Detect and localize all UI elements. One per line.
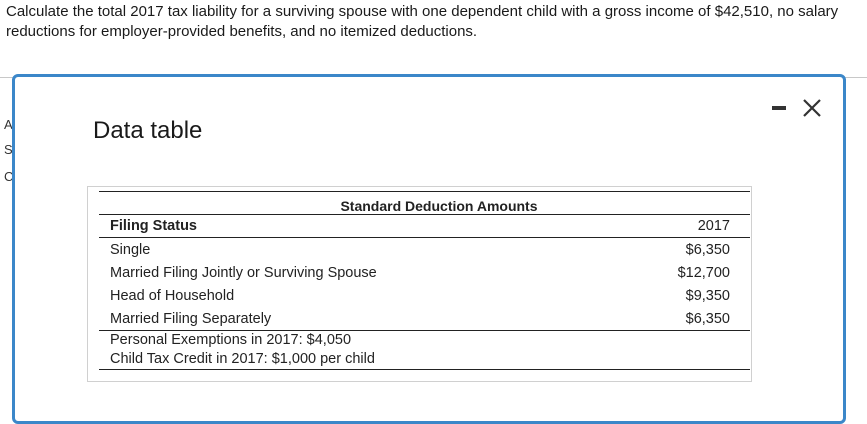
background-text-a: A — [4, 117, 13, 132]
table-bottom-rule — [99, 369, 750, 370]
minimize-icon — [772, 106, 786, 110]
footnote-child-credit: Child Tax Credit in 2017: $1,000 per chi… — [110, 351, 375, 367]
row-value: $6,350 — [685, 241, 730, 258]
background-text-c: C — [4, 169, 14, 184]
table-caption: Standard Deduction Amounts — [340, 198, 538, 214]
table-row: Married Filing Separately $6,350 — [99, 307, 750, 330]
background-text-s: S — [4, 142, 13, 157]
standard-deduction-table: Standard Deduction Amounts Filing Status… — [99, 191, 750, 370]
table-row: Head of Household $9,350 — [99, 284, 750, 307]
row-label: Married Filing Separately — [110, 310, 272, 327]
modal-controls — [771, 97, 823, 119]
row-label: Head of Household — [110, 287, 235, 304]
caption-rule — [99, 214, 750, 215]
question-text: Calculate the total 2017 tax liability f… — [6, 3, 839, 40]
body-rule — [99, 330, 750, 331]
row-value: $6,350 — [685, 310, 730, 327]
minimize-button[interactable] — [771, 99, 787, 117]
table-row: Married Filing Jointly or Surviving Spou… — [99, 261, 750, 284]
header-filing-status: Filing Status — [110, 218, 197, 234]
footnote-exemptions: Personal Exemptions in 2017: $4,050 — [110, 332, 352, 348]
table-header-row: Filing Status 2017 — [99, 215, 750, 237]
close-button[interactable] — [801, 97, 823, 119]
modal-title: Data table — [93, 117, 203, 144]
row-value: $12,700 — [677, 264, 730, 281]
data-table-modal: Data table Standard Deduction Amounts Fi… — [12, 74, 846, 424]
row-label: Married Filing Jointly or Surviving Spou… — [110, 264, 377, 281]
close-icon — [803, 99, 821, 117]
table-top-rule — [99, 191, 750, 192]
row-label: Single — [110, 241, 151, 258]
table-row: Single $6,350 — [99, 238, 750, 261]
header-rule — [99, 237, 750, 238]
row-value: $9,350 — [685, 287, 730, 304]
data-table-panel: Standard Deduction Amounts Filing Status… — [87, 186, 752, 382]
header-year: 2017 — [697, 218, 730, 234]
